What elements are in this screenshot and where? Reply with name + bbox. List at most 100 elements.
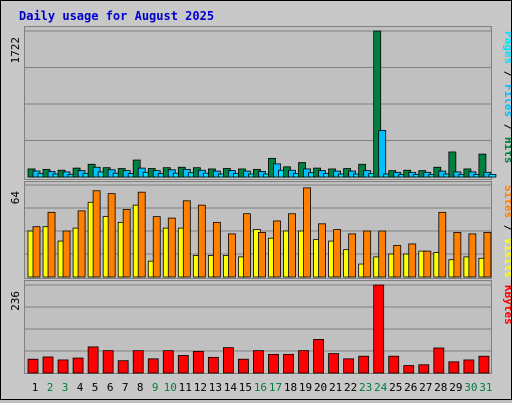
bar-kbytes-day-11	[177, 355, 189, 374]
bar-sites-day-24	[378, 230, 387, 278]
bar-kbytes-day-13	[207, 356, 219, 374]
bar-kbytes-day-19	[298, 350, 309, 374]
bar-kbytes-day-21	[328, 353, 340, 374]
x-tick-label: 2	[47, 381, 54, 394]
legend: KBytes	[502, 285, 511, 325]
bar-kbytes-day-30	[463, 359, 475, 374]
bar-kbytes-day-26	[403, 365, 415, 374]
legend-kbytes: KBytes	[502, 285, 511, 325]
bar-sites-day-20	[318, 223, 326, 278]
bar-kbytes-day-17	[268, 353, 279, 374]
bar-kbytes-day-6	[102, 350, 114, 374]
chart-title: Daily usage for August 2025	[19, 9, 214, 23]
bar-kbytes-day-12	[192, 350, 204, 374]
bar-kbytes-day-18	[283, 353, 294, 374]
legend-sites: Sites	[502, 185, 511, 218]
x-tick-label: 9	[152, 381, 159, 394]
x-tick-label: 18	[284, 381, 297, 394]
legend-pages: Pages	[502, 31, 511, 64]
bar-sites-day-31	[483, 232, 492, 278]
x-tick-label: 17	[269, 381, 282, 394]
bar-sites-day-13	[212, 221, 221, 278]
legend-visits: Visits	[502, 238, 511, 278]
x-tick-label: 29	[449, 381, 462, 394]
ymax-label: 236	[9, 291, 22, 311]
x-tick-label: 16	[254, 381, 267, 394]
legend-files: Files	[502, 84, 511, 117]
ymax-label: 1722	[9, 37, 22, 64]
x-tick-label: 20	[314, 381, 327, 394]
bar-sites-day-10	[167, 217, 176, 278]
x-tick-label: 31	[479, 381, 492, 394]
x-tick-label: 26	[404, 381, 417, 394]
bar-sites-day-11	[182, 200, 191, 278]
bar-kbytes-day-16	[253, 350, 264, 374]
bar-sites-day-5	[92, 190, 101, 278]
x-tick-label: 23	[359, 381, 372, 394]
bar-kbytes-day-28	[433, 347, 445, 374]
bar-kbytes-day-3	[57, 359, 69, 374]
bar-files-day-24	[378, 129, 387, 178]
bar-sites-day-9	[152, 216, 161, 278]
bar-sites-day-3	[62, 230, 71, 278]
bar-kbytes-day-15	[238, 358, 249, 374]
bar-sites-day-8	[137, 191, 146, 278]
bar-sites-day-14	[227, 233, 236, 278]
bar-kbytes-day-8	[132, 350, 144, 374]
bar-kbytes-day-29	[448, 361, 460, 374]
bar-kbytes-day-25	[388, 355, 400, 374]
bar-sites-day-1	[32, 226, 41, 278]
bar-sites-day-21	[333, 229, 342, 278]
x-tick-label: 8	[137, 381, 144, 394]
bar-kbytes-day-7	[117, 360, 129, 374]
x-tick-label: 12	[194, 381, 207, 394]
x-tick-label: 6	[107, 381, 114, 394]
x-tick-label: 19	[299, 381, 312, 394]
bar-hits-day-24	[373, 30, 382, 178]
bar-sites-day-22	[348, 233, 357, 278]
bar-kbytes-day-24	[373, 284, 385, 374]
x-tick-label: 14	[224, 381, 238, 394]
bar-kbytes-day-27	[418, 364, 430, 374]
bar-kbytes-day-2	[42, 356, 54, 374]
legend: Pages / Files / Hits	[502, 31, 511, 164]
bar-sites-day-7	[122, 209, 131, 278]
bar-pages-day-31	[488, 174, 497, 178]
bar-kbytes-day-22	[343, 358, 355, 374]
x-tick-label: 25	[389, 381, 402, 394]
bar-hits-day-29	[448, 151, 457, 178]
bar-kbytes-day-10	[162, 350, 174, 374]
bar-sites-day-2	[47, 211, 56, 278]
x-tick-label: 3	[62, 381, 69, 394]
x-tick-label: 10	[164, 381, 177, 394]
bar-sites-day-15	[243, 213, 251, 278]
x-tick-label: 11	[179, 381, 192, 394]
bar-kbytes-day-23	[358, 355, 370, 374]
legend: Sites / Visits	[502, 185, 511, 278]
x-tick-label: 28	[434, 381, 447, 394]
bar-sites-day-12	[197, 204, 206, 278]
ymax-label: 64	[9, 191, 22, 205]
x-tick-label: 27	[419, 381, 432, 394]
x-tick-label: 30	[464, 381, 477, 394]
bar-sites-day-16	[258, 232, 266, 278]
bar-kbytes-day-14	[222, 347, 234, 374]
bar-sites-day-30	[468, 233, 477, 278]
bar-kbytes-day-4	[72, 357, 84, 374]
x-tick-label: 7	[122, 381, 129, 394]
bar-sites-day-23	[363, 230, 372, 278]
bar-kbytes-day-5	[87, 346, 99, 374]
bar-sites-day-28	[438, 211, 447, 278]
bar-kbytes-day-9	[147, 358, 159, 374]
bar-sites-day-4	[77, 210, 86, 278]
bar-kbytes-day-20	[313, 339, 324, 374]
panel-hits-files-pages	[25, 27, 491, 179]
bar-sites-day-26	[408, 243, 417, 278]
bar-sites-day-6	[107, 193, 116, 278]
x-tick-label: 1	[32, 381, 39, 394]
bar-kbytes-day-1	[27, 358, 39, 374]
bar-sites-day-29	[453, 232, 462, 278]
bar-sites-day-27	[423, 250, 432, 278]
bar-kbytes-day-31	[478, 355, 490, 374]
